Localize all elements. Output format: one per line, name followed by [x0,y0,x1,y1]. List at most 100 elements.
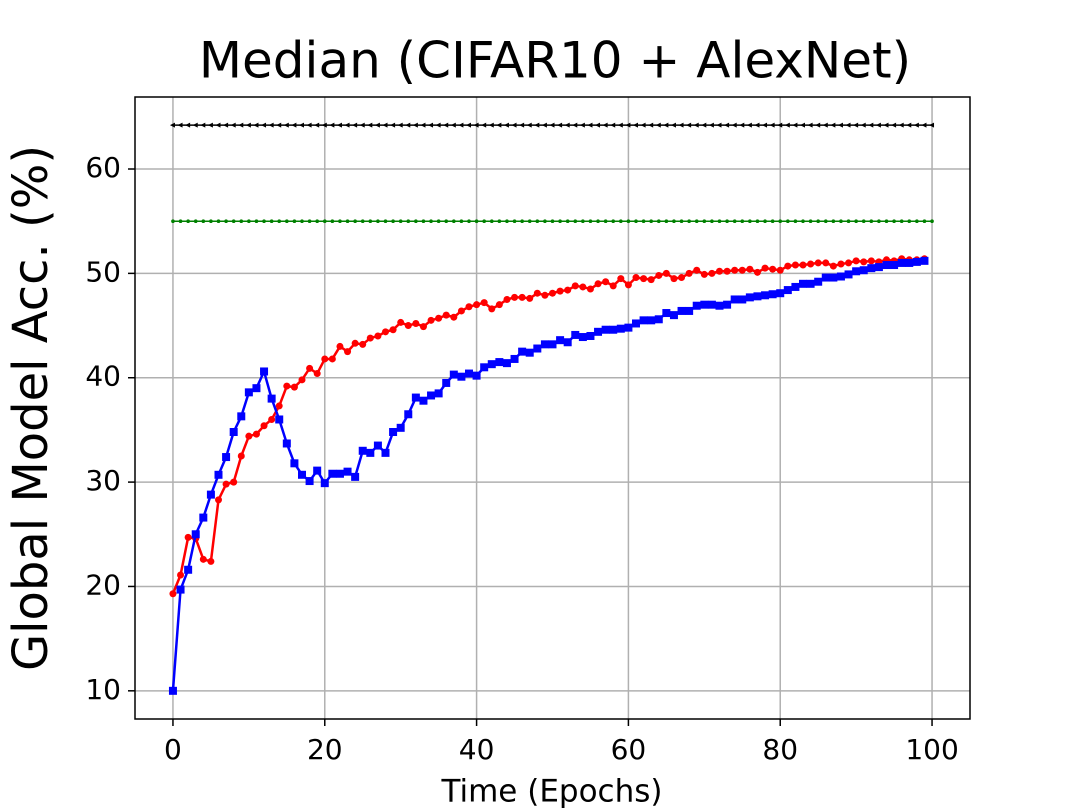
marker [368,219,373,223]
marker [617,275,625,283]
marker [746,122,752,128]
marker [307,219,312,223]
marker [207,122,213,128]
marker [647,316,656,325]
marker [329,122,335,128]
marker [260,367,269,376]
marker [603,219,608,223]
marker [662,269,670,277]
marker [533,289,541,297]
marker [322,219,327,223]
marker [656,219,661,223]
marker [687,219,691,223]
marker [875,122,881,128]
marker [716,122,722,128]
marker [649,219,653,223]
marker [366,448,375,457]
marker [619,219,623,223]
marker [639,316,648,325]
marker [452,219,456,223]
marker [244,388,253,397]
marker [700,270,708,278]
marker [503,295,511,303]
marker [283,122,289,128]
marker [564,286,572,294]
marker [601,325,610,334]
marker [505,219,509,223]
marker [814,277,823,286]
marker [762,122,768,128]
marker [672,219,676,223]
marker [367,122,373,128]
chart-title: Median (CIFAR10 + AlexNet) [199,32,911,90]
marker [738,266,746,274]
marker [480,299,488,307]
marker [383,219,388,223]
marker [581,219,585,223]
marker [663,122,669,128]
marker [853,122,859,128]
marker [345,219,350,223]
marker [411,393,420,402]
marker [549,289,556,297]
marker [877,219,881,223]
marker [845,122,851,128]
marker [412,122,418,128]
marker [731,122,737,128]
marker [245,122,251,128]
marker [837,260,845,268]
marker [867,264,876,273]
marker [275,415,284,424]
marker [185,122,191,128]
marker [556,336,565,345]
marker [892,219,896,223]
marker [269,219,274,223]
marker [588,219,593,223]
marker [602,278,610,286]
marker [761,291,770,300]
marker [731,266,739,274]
marker [199,555,207,563]
marker [359,122,365,128]
marker [770,219,775,223]
marker [397,318,405,326]
marker [823,219,828,223]
marker [738,295,747,304]
marker [920,256,929,265]
marker [412,319,420,327]
marker [207,557,215,565]
marker [541,291,549,299]
marker [685,306,694,315]
marker [859,266,868,275]
marker [799,279,807,288]
marker [831,219,836,223]
marker [351,339,359,347]
marker [321,122,327,128]
marker [852,267,861,276]
marker [168,686,177,695]
marker [526,122,532,128]
marker [700,300,709,309]
marker [534,122,540,128]
marker [535,219,540,223]
marker [822,259,830,267]
marker [624,323,633,332]
marker [784,122,790,128]
marker [740,219,745,223]
marker [616,324,625,333]
marker [466,122,471,128]
marker [677,306,686,315]
marker [829,273,838,282]
marker [921,122,927,128]
marker [474,219,479,223]
marker [465,369,473,378]
marker [596,219,600,223]
marker [723,300,732,309]
marker [434,389,443,398]
marker [191,530,200,539]
marker [678,122,684,128]
marker [473,301,481,309]
marker [655,271,663,279]
marker [267,394,276,403]
x-axis-label: Time (Epochs) [441,774,663,809]
